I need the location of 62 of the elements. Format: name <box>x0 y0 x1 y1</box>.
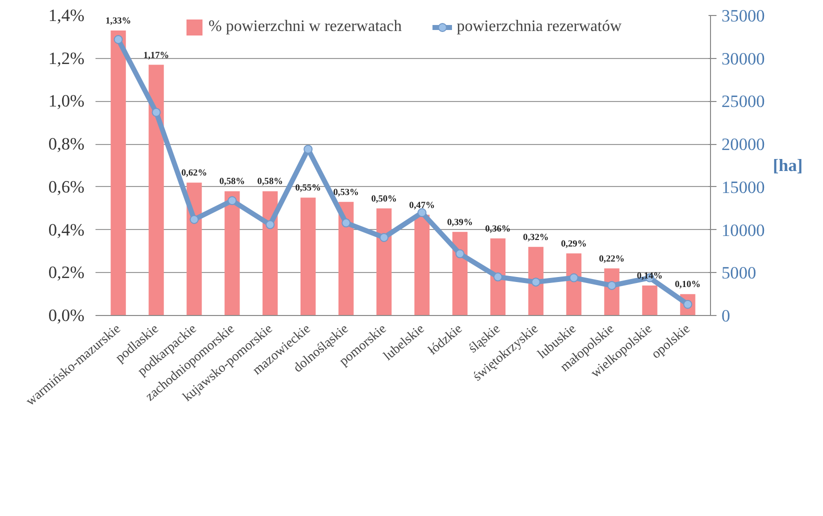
y-tick-label: 0,4% <box>48 220 85 240</box>
point <box>531 278 540 287</box>
y-tick-label: 0,8% <box>48 134 85 154</box>
data-label: 0,10% <box>674 280 701 290</box>
data-label: 0,32% <box>523 232 549 243</box>
data-label: 0,62% <box>181 168 208 179</box>
bar <box>490 238 506 316</box>
y2-axis-title: [ha] <box>772 156 803 175</box>
data-label: 0,29% <box>561 239 587 250</box>
point <box>228 196 237 206</box>
data-label: 0,22% <box>598 254 625 264</box>
point <box>114 35 123 44</box>
point <box>152 108 161 117</box>
point <box>190 215 199 224</box>
data-label: 0,14% <box>636 272 663 282</box>
bar <box>566 253 582 316</box>
point <box>266 220 275 230</box>
y2-tick-label: 5000 <box>722 264 756 283</box>
data-label: 0,58% <box>257 177 283 188</box>
point <box>304 144 313 154</box>
point <box>342 218 351 228</box>
y2-tick-label: 0 <box>722 306 730 326</box>
data-label: 0,58% <box>219 177 245 188</box>
point <box>493 272 502 282</box>
y-tick-label: 1,4% <box>48 6 85 25</box>
y2-tick-label: 15000 <box>722 178 765 197</box>
y2-tick-label: 20000 <box>722 135 765 154</box>
bar <box>300 198 316 316</box>
bar <box>528 246 544 316</box>
data-label: 0,55% <box>295 184 321 194</box>
y2-tick-label: 25000 <box>722 92 765 112</box>
y-tick-label: 0,2% <box>48 263 85 282</box>
y-tick-label: 1,0% <box>48 92 85 111</box>
data-label: 0,47% <box>409 200 435 211</box>
bar <box>338 202 354 316</box>
data-label: 0,36% <box>485 224 511 234</box>
legend-label: powierzchnia rezerwatów <box>456 18 622 36</box>
y2-tick-label: 30000 <box>722 49 765 68</box>
point <box>569 273 578 282</box>
point <box>380 233 389 242</box>
bar <box>376 208 392 316</box>
point <box>455 249 464 258</box>
bar <box>110 30 126 316</box>
bar <box>642 286 658 316</box>
data-label: 0,39% <box>447 218 473 228</box>
bar <box>186 182 202 316</box>
bar <box>224 191 240 316</box>
data-label: 1,17% <box>143 50 170 61</box>
data-label: 1,33% <box>105 16 132 26</box>
data-label: 0,53% <box>333 188 359 198</box>
y2-tick-label: 35000 <box>722 6 765 26</box>
bar <box>148 64 164 316</box>
y-tick-label: 0,6% <box>48 177 85 196</box>
bar <box>262 191 278 316</box>
bar <box>414 214 430 316</box>
y-tick-label: 1,2% <box>48 48 85 68</box>
bar <box>452 232 468 316</box>
y2-tick-label: 10000 <box>722 220 765 240</box>
legend-label: % powierzchni w rezerwatach <box>208 18 402 36</box>
data-label: 0,50% <box>371 194 397 204</box>
y-tick-label: 0,0% <box>48 306 85 325</box>
point <box>607 281 616 290</box>
